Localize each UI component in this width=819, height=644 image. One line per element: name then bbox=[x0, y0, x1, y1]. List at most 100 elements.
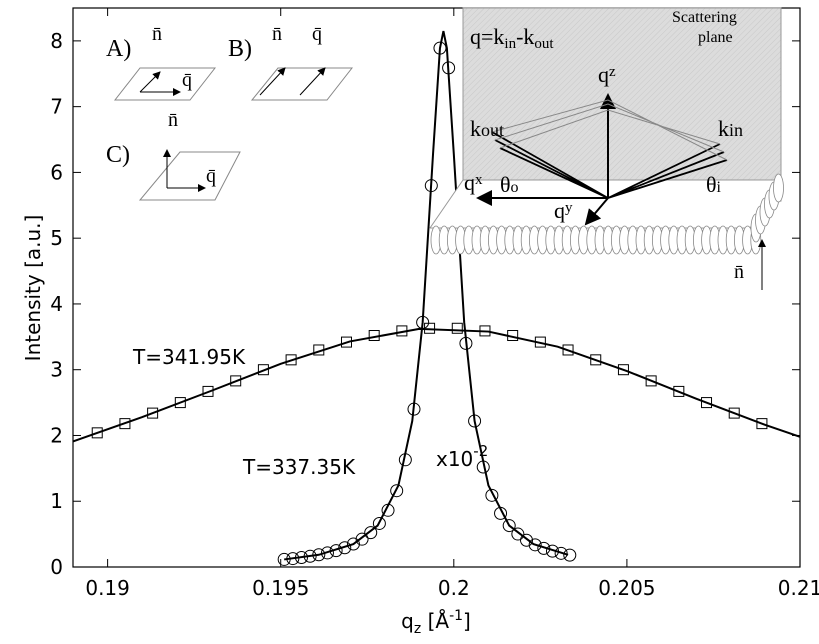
sym-sub: y bbox=[565, 200, 573, 216]
circle-marker bbox=[563, 548, 577, 562]
y-tick-label: 7 bbox=[50, 95, 63, 119]
arrow bbox=[259, 67, 286, 96]
annotation: T=337.35K bbox=[242, 455, 356, 479]
scale-exp: -2 bbox=[473, 442, 488, 460]
circle-marker bbox=[390, 484, 404, 498]
y-tick-label: 5 bbox=[50, 226, 63, 250]
sym: q bbox=[464, 170, 475, 195]
inset-label: q̄ bbox=[312, 23, 322, 45]
plane bbox=[138, 151, 241, 201]
scale-note: x10-2 bbox=[436, 442, 488, 471]
square-marker bbox=[174, 397, 186, 409]
axis-symbol: qz bbox=[598, 62, 616, 87]
square-marker bbox=[673, 385, 685, 397]
y-tick-label: 3 bbox=[50, 358, 63, 382]
plane bbox=[250, 67, 354, 101]
x-axis-label: qz [Å-1] bbox=[401, 608, 471, 637]
sym-sub: out bbox=[481, 120, 504, 140]
square-marker bbox=[147, 407, 159, 419]
molecule bbox=[773, 173, 784, 203]
eq-sub: out bbox=[534, 36, 554, 52]
sym-sub: o bbox=[511, 179, 519, 196]
inset-label: n̄ bbox=[168, 109, 178, 131]
circle-marker bbox=[485, 488, 499, 502]
inset-label: q̄ bbox=[182, 69, 192, 91]
circle-marker bbox=[372, 516, 386, 530]
y-axis-label: Intensity [a.u.] bbox=[21, 215, 45, 362]
inset-label: B) bbox=[228, 36, 252, 62]
square-marker bbox=[230, 375, 242, 387]
slab bbox=[429, 179, 783, 229]
sym-sub: z bbox=[609, 64, 616, 80]
plane-label: Scattering bbox=[672, 9, 737, 26]
square-marker bbox=[701, 397, 713, 409]
xl-part: ] bbox=[463, 609, 471, 633]
plot-area: 0.19 0.195 0.2 0.205 0.21 0 1 2 3 4 5 6 7 8 bbox=[50, 8, 819, 600]
square-marker bbox=[728, 407, 740, 419]
square-marker bbox=[202, 385, 214, 397]
y-tick-label: 6 bbox=[50, 160, 63, 184]
y-tick-label: 2 bbox=[50, 423, 63, 447]
xl-sub: z bbox=[414, 621, 421, 637]
equation: q=kin-kout bbox=[470, 24, 554, 52]
circle-marker bbox=[502, 519, 516, 533]
square-marker bbox=[562, 344, 574, 356]
square-marker bbox=[645, 375, 657, 387]
inset-label: C) bbox=[106, 142, 130, 168]
angle-label: θi bbox=[706, 172, 722, 197]
square-marker bbox=[119, 418, 131, 430]
scattering-guides bbox=[491, 99, 728, 161]
scale-base: x10 bbox=[436, 447, 473, 471]
plane-label: plane bbox=[698, 29, 733, 46]
inset-label: A) bbox=[106, 36, 131, 62]
square-marker bbox=[590, 354, 602, 366]
xl-sup: -1 bbox=[449, 608, 463, 624]
axis-symbol: qy bbox=[554, 198, 573, 223]
sym-sub: x bbox=[475, 172, 483, 188]
arrow bbox=[584, 197, 609, 226]
circle-marker bbox=[511, 527, 525, 541]
y-tick-label: 8 bbox=[50, 29, 63, 53]
eq-part: q=k bbox=[470, 24, 504, 49]
x-tick-label: 0.205 bbox=[598, 576, 655, 600]
arrow bbox=[299, 67, 326, 96]
inset-label: q̄ bbox=[206, 165, 216, 187]
annotation: T=341.95K bbox=[132, 345, 246, 369]
x-tick-label: 0.21 bbox=[778, 576, 819, 600]
plot-frame bbox=[72, 7, 801, 568]
plane bbox=[113, 67, 217, 101]
inset-label: n̄ bbox=[272, 23, 282, 45]
sym: q bbox=[598, 62, 609, 87]
fit-line bbox=[72, 327, 801, 443]
xl-part: [Å bbox=[421, 609, 449, 633]
arrow bbox=[139, 71, 161, 93]
fit-line bbox=[284, 30, 569, 561]
slab-ellipses bbox=[430, 173, 784, 255]
square-marker bbox=[756, 418, 768, 430]
wave-vectors bbox=[491, 131, 728, 199]
y-tick-label: 0 bbox=[50, 555, 63, 579]
sym-sub: i bbox=[717, 179, 722, 196]
square-marker bbox=[257, 364, 269, 376]
sym: θ bbox=[500, 172, 511, 197]
sym: q bbox=[554, 198, 565, 223]
circle-marker bbox=[520, 533, 534, 547]
x-tick-label: 0.19 bbox=[85, 576, 130, 600]
eq-sub: in bbox=[504, 36, 516, 52]
circle-marker bbox=[355, 532, 369, 546]
vector-label: kout bbox=[470, 116, 504, 141]
circle-marker bbox=[364, 526, 378, 540]
axis-symbol: qx bbox=[464, 170, 483, 195]
y-tick-label: 4 bbox=[50, 292, 63, 316]
eq-part: -k bbox=[516, 24, 534, 49]
x-tick-label: 0.195 bbox=[252, 576, 309, 600]
circle-marker bbox=[554, 546, 568, 560]
square-marker bbox=[617, 364, 629, 376]
sym-sub: in bbox=[729, 120, 743, 140]
inset-label: n̄ bbox=[734, 261, 744, 283]
sym: θ bbox=[706, 172, 717, 197]
xl-part: q bbox=[401, 609, 414, 633]
y-tick-label: 1 bbox=[50, 489, 63, 513]
inset-diagrams: A) n̄ q̄ B) n̄ q̄ C) n̄ q̄ q=kin-kout Sc… bbox=[106, 7, 784, 290]
